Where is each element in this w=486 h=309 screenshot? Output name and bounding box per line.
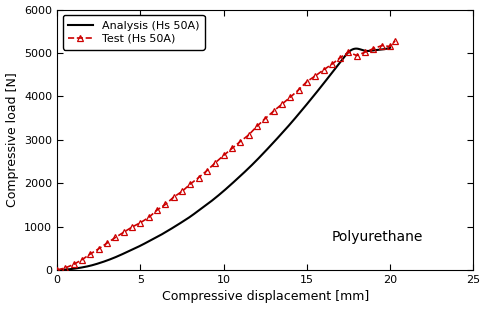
Analysis (Hs 50A) (54, 268, 60, 272)
Test (Hs 50A) (321, 68, 327, 72)
Test (Hs 50A) (229, 146, 235, 150)
Test (Hs 50A) (287, 95, 293, 99)
Test (Hs 50A) (346, 50, 351, 54)
Test (Hs 50A) (104, 241, 110, 245)
Test (Hs 50A) (312, 74, 318, 78)
Test (Hs 50A) (129, 225, 135, 229)
Test (Hs 50A) (254, 125, 260, 128)
Analysis (Hs 50A) (327, 73, 333, 77)
Test (Hs 50A) (179, 190, 185, 193)
Test (Hs 50A) (354, 54, 360, 57)
Test (Hs 50A) (121, 231, 127, 234)
Test (Hs 50A) (379, 44, 385, 48)
Test (Hs 50A) (370, 47, 376, 50)
Test (Hs 50A) (212, 161, 218, 165)
Analysis (Hs 50A) (252, 160, 258, 163)
Test (Hs 50A) (138, 221, 143, 225)
Test (Hs 50A) (154, 208, 160, 212)
Test (Hs 50A) (392, 39, 398, 43)
Test (Hs 50A) (162, 203, 168, 206)
Test (Hs 50A) (279, 102, 285, 106)
Test (Hs 50A) (245, 133, 251, 137)
Test (Hs 50A) (304, 80, 310, 83)
Text: Polyurethane: Polyurethane (332, 230, 423, 244)
Y-axis label: Compressive load [N]: Compressive load [N] (5, 72, 18, 207)
Line: Analysis (Hs 50A): Analysis (Hs 50A) (57, 48, 390, 270)
Test (Hs 50A) (387, 44, 393, 48)
Test (Hs 50A) (196, 176, 202, 180)
Analysis (Hs 50A) (212, 196, 218, 200)
Test (Hs 50A) (96, 247, 102, 251)
Test (Hs 50A) (71, 263, 77, 266)
Test (Hs 50A) (329, 62, 335, 66)
Test (Hs 50A) (362, 50, 368, 54)
Test (Hs 50A) (271, 109, 277, 113)
Analysis (Hs 50A) (379, 48, 385, 51)
X-axis label: Compressive displacement [mm]: Compressive displacement [mm] (162, 290, 369, 303)
Analysis (Hs 50A) (387, 46, 393, 50)
Test (Hs 50A) (171, 195, 176, 199)
Analysis (Hs 50A) (234, 177, 240, 181)
Line: Test (Hs 50A): Test (Hs 50A) (54, 38, 398, 273)
Legend: Analysis (Hs 50A), Test (Hs 50A): Analysis (Hs 50A), Test (Hs 50A) (63, 15, 205, 49)
Test (Hs 50A) (221, 154, 226, 157)
Analysis (Hs 50A) (214, 194, 220, 198)
Test (Hs 50A) (204, 169, 210, 172)
Test (Hs 50A) (337, 56, 343, 60)
Test (Hs 50A) (87, 252, 93, 256)
Test (Hs 50A) (237, 140, 243, 143)
Test (Hs 50A) (146, 216, 152, 219)
Test (Hs 50A) (262, 117, 268, 121)
Test (Hs 50A) (63, 266, 69, 270)
Test (Hs 50A) (54, 268, 60, 272)
Test (Hs 50A) (295, 88, 301, 92)
Test (Hs 50A) (79, 258, 85, 261)
Test (Hs 50A) (188, 182, 193, 186)
Test (Hs 50A) (112, 236, 118, 239)
